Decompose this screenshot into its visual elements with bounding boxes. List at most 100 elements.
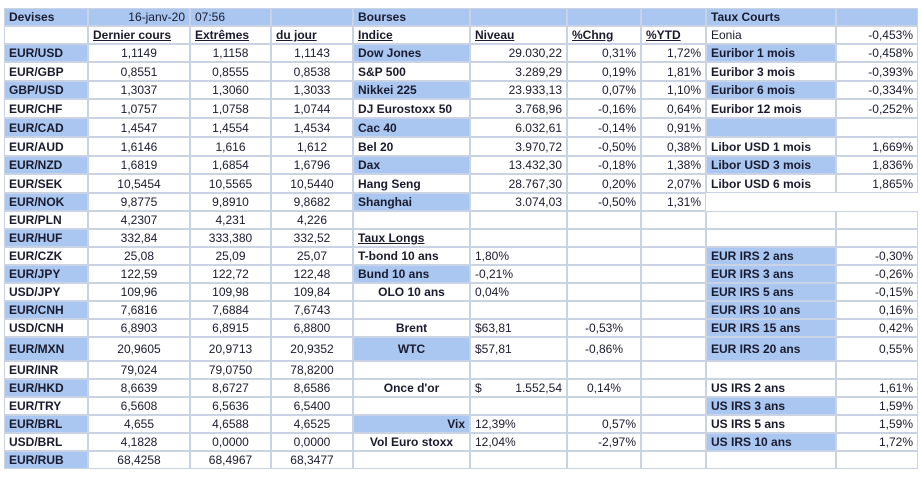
short-rate-value: 1,836% xyxy=(836,156,918,174)
fx-pair: EUR/USD xyxy=(4,44,88,62)
long-rate-label: OLO 10 ans xyxy=(353,283,470,301)
short-rate-label: Euribor 6 mois xyxy=(706,81,836,99)
index-name: Nikkei 225 xyxy=(353,81,470,99)
index-name: S&P 500 xyxy=(353,62,470,81)
fx-pair: EUR/INR xyxy=(4,361,88,379)
table-cell xyxy=(836,229,918,247)
fx-pair: EUR/CZK xyxy=(4,247,88,265)
us-irs-value: 1,59% xyxy=(836,397,918,415)
table-cell xyxy=(641,451,706,469)
table-cell xyxy=(567,265,641,283)
table-cell xyxy=(353,397,470,415)
table-cell xyxy=(470,301,567,319)
table-cell xyxy=(271,8,353,26)
table-cell xyxy=(641,265,706,283)
fx-last: 68,4258 xyxy=(88,451,190,469)
table-cell xyxy=(470,229,567,247)
short-rate-label: Eonia xyxy=(706,26,836,44)
short-rate-value: -0,393% xyxy=(836,62,918,81)
short-rate-label xyxy=(706,118,836,137)
fx-last: 9,8775 xyxy=(88,193,190,211)
fx-last: 4,1828 xyxy=(88,433,190,451)
table-cell xyxy=(641,229,706,247)
fx-high: 4,6588 xyxy=(190,415,271,433)
fx-pair: EUR/NZD xyxy=(4,156,88,174)
index-ytd: 1,72% xyxy=(641,44,706,62)
fx-low: 0,8538 xyxy=(271,62,353,81)
commodity-chng: -0,86% xyxy=(567,337,641,361)
index-name: Shanghai xyxy=(353,193,470,211)
fx-low: 109,84 xyxy=(271,283,353,301)
table-cell xyxy=(470,397,567,415)
short-rate-label: Libor USD 3 mois xyxy=(706,156,836,174)
fx-last: 79,024 xyxy=(88,361,190,379)
index-level: 3.970,72 xyxy=(470,137,567,156)
fx-last: 20,9605 xyxy=(88,337,190,361)
fx-pair: USD/BRL xyxy=(4,433,88,451)
fx-last: 6,5608 xyxy=(88,397,190,415)
table-cell xyxy=(567,229,641,247)
taux-longs-header: Taux Longs xyxy=(353,229,470,247)
table-cell xyxy=(836,361,918,379)
fx-high: 6,8915 xyxy=(190,319,271,337)
table-cell xyxy=(706,451,836,469)
fx-last: 0,8551 xyxy=(88,62,190,81)
eur-irs-value: -0,26% xyxy=(836,265,918,283)
index-name: Bel 20 xyxy=(353,137,470,156)
table-cell xyxy=(567,397,641,415)
fx-pair: EUR/HUF xyxy=(4,229,88,247)
gold-price: $1.552,54 xyxy=(470,379,567,397)
long-rate-label: Bund 10 ans xyxy=(353,265,470,283)
fx-pair: USD/JPY xyxy=(4,283,88,301)
fx-low: 9,8682 xyxy=(271,193,353,211)
us-irs-value: 1,72% xyxy=(836,433,918,451)
vol-name: Vol Euro stoxx xyxy=(353,433,470,451)
col-niveau: Niveau xyxy=(470,26,567,44)
fx-pair: EUR/NOK xyxy=(4,193,88,211)
fx-low: 0,0000 xyxy=(271,433,353,451)
us-irs-label: US IRS 5 ans xyxy=(706,415,836,433)
index-chng: 0,19% xyxy=(567,62,641,81)
col-du-jour: du jour xyxy=(271,26,353,44)
table-cell xyxy=(706,361,836,379)
eur-irs-label: EUR IRS 15 ans xyxy=(706,319,836,337)
table-cell xyxy=(567,247,641,265)
short-rate-value: -0,458% xyxy=(836,44,918,62)
index-ytd: 2,07% xyxy=(641,174,706,193)
index-name: DJ Eurostoxx 50 xyxy=(353,99,470,118)
table-cell xyxy=(567,8,641,26)
table-cell xyxy=(836,451,918,469)
fx-low: 1,0744 xyxy=(271,99,353,118)
fx-last: 1,6146 xyxy=(88,137,190,156)
eur-irs-value: -0,15% xyxy=(836,283,918,301)
fx-high: 1,1158 xyxy=(190,44,271,62)
fx-high: 68,4967 xyxy=(190,451,271,469)
index-chng: -0,50% xyxy=(567,193,641,211)
date-label: 16-janv-20 xyxy=(88,8,190,26)
index-ytd: 1,31% xyxy=(641,193,706,211)
fx-low: 8,6586 xyxy=(271,379,353,397)
fx-high: 122,72 xyxy=(190,265,271,283)
fx-pair: EUR/TRY xyxy=(4,397,88,415)
us-irs-label: US IRS 2 ans xyxy=(706,379,836,397)
commodity-chng: -0,53% xyxy=(567,319,641,337)
index-level: 13.432,30 xyxy=(470,156,567,174)
fx-pair: EUR/CHF xyxy=(4,99,88,118)
eur-irs-label: EUR IRS 5 ans xyxy=(706,283,836,301)
table-cell xyxy=(706,229,836,247)
fx-low: 6,8800 xyxy=(271,319,353,337)
fx-low: 7,6743 xyxy=(271,301,353,319)
table-cell xyxy=(836,211,918,229)
index-ytd: 1,38% xyxy=(641,156,706,174)
fx-pair: EUR/HKD xyxy=(4,379,88,397)
long-rate-label: T-bond 10 ans xyxy=(353,247,470,265)
fx-high: 6,5636 xyxy=(190,397,271,415)
table-cell xyxy=(353,361,470,379)
commodity-name: WTC xyxy=(353,337,470,361)
index-name: Cac 40 xyxy=(353,118,470,137)
fx-low: 68,3477 xyxy=(271,451,353,469)
short-rate-label: Euribor 12 mois xyxy=(706,99,836,118)
index-chng: 0,31% xyxy=(567,44,641,62)
index-ytd: 1,10% xyxy=(641,81,706,99)
col-dernier-cours: Dernier cours xyxy=(88,26,190,44)
